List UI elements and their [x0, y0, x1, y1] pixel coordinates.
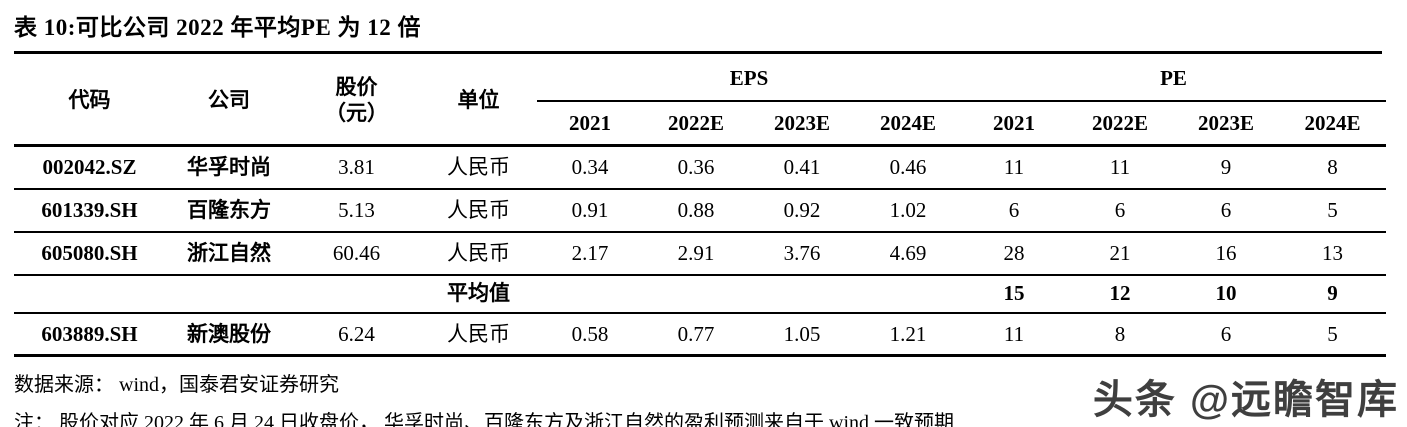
cell-pe: 8	[1114, 321, 1126, 346]
watermark-toutiao-yuanzhan: 头条 @远瞻智库	[1092, 378, 1399, 422]
header-group-row: 代码 公司 股价 （元） 单位 EPS PE	[14, 56, 1387, 147]
table-row: 002042.SZ 华孚时尚 3.81 人民币 0.34 0.36 0.41 0…	[14, 146, 1387, 189]
cell-eps: 1.21	[889, 321, 927, 346]
cell-pe: 12	[1109, 281, 1131, 306]
cell-code: 605080.SH	[41, 240, 138, 265]
cell-pe: 11	[1003, 321, 1025, 346]
cell-pe: 11	[1109, 155, 1131, 180]
cell-price: 60.46	[332, 240, 381, 265]
table-title: 表 10:可比公司 2022 年平均PE 为 12 倍	[14, 6, 1382, 54]
cell-unit: 人民币	[447, 155, 510, 180]
cell-eps	[643, 275, 749, 313]
cell-eps: 2.91	[677, 240, 715, 265]
cell-pe: 8	[1327, 155, 1338, 180]
price-label-line2: （元）	[325, 101, 388, 125]
cell-eps: 0.58	[571, 321, 609, 346]
table-row: 603889.SH 新澳股份 6.24 人民币 0.58 0.77 1.05 1…	[14, 313, 1387, 356]
cell-price	[293, 275, 420, 313]
cell-eps: 0.91	[571, 197, 609, 222]
cell-pe: 6	[1114, 197, 1126, 222]
header-years-row: 2021 2022E 2023E 2024E 2021 2022E 2023E …	[14, 101, 1387, 147]
comparable-companies-table: 代码 公司 股价 （元） 单位 EPS PE 2021 2022E 2023E …	[14, 56, 1387, 357]
cell-eps: 3.76	[783, 240, 821, 265]
cell-company: 新澳股份	[187, 321, 271, 346]
table-row: 605080.SH 浙江自然 60.46 人民币 2.17 2.91 3.76 …	[14, 232, 1387, 275]
cell-eps: 0.77	[677, 321, 715, 346]
cell-eps	[749, 275, 855, 313]
cell-company	[165, 275, 293, 313]
cell-company: 百隆东方	[187, 197, 271, 222]
price-label-line1: 股价	[335, 74, 378, 99]
table-row-average: 平均值 15 12 10 9	[14, 275, 1387, 313]
cell-eps	[855, 275, 961, 313]
eps-year-2023e: 2023E	[749, 101, 855, 147]
pe-year-2023e: 2023E	[1173, 101, 1280, 147]
cell-pe: 9	[1327, 281, 1338, 306]
cell-pe: 11	[1003, 155, 1025, 180]
col-header-unit: 单位	[420, 56, 537, 147]
cell-price: 3.81	[338, 155, 375, 180]
cell-code: 601339.SH	[41, 197, 138, 222]
pe-year-2022e: 2022E	[1067, 101, 1174, 147]
cell-code	[14, 275, 165, 313]
cell-price: 5.13	[338, 197, 375, 222]
eps-year-2022e: 2022E	[643, 101, 749, 147]
cell-eps: 4.69	[889, 240, 927, 265]
cell-company: 浙江自然	[187, 240, 271, 265]
cell-pe: 6	[1220, 197, 1232, 222]
cell-pe: 9	[1220, 155, 1232, 180]
cell-pe: 15	[1003, 281, 1025, 306]
footnote-text: 注： 股价对应 2022 年 6 月 24 日收盘价， 华孚时尚、百隆东方及浙江…	[14, 412, 954, 427]
cell-pe: 6	[1008, 197, 1020, 222]
cell-pe: 5	[1327, 197, 1338, 222]
cell-pe: 6	[1220, 321, 1232, 346]
cell-eps: 1.05	[783, 321, 821, 346]
cell-pe: 28	[1003, 240, 1025, 265]
cell-unit: 人民币	[447, 240, 510, 265]
cell-pe: 5	[1327, 321, 1338, 346]
cell-eps: 2.17	[571, 240, 609, 265]
group-header-pe: PE	[961, 56, 1387, 102]
cell-code: 002042.SZ	[42, 155, 137, 180]
cell-code: 603889.SH	[41, 321, 138, 346]
table-row: 601339.SH 百隆东方 5.13 人民币 0.91 0.88 0.92 1…	[14, 189, 1387, 232]
col-header-code: 代码	[14, 56, 165, 147]
cell-eps: 0.46	[889, 155, 927, 180]
data-source-text: 数据来源： wind，国泰君安证券研究	[14, 374, 339, 396]
cell-unit: 人民币	[447, 197, 510, 222]
pe-year-2021: 2021	[961, 101, 1068, 147]
cell-pe: 16	[1215, 240, 1237, 265]
col-header-price: 股价 （元）	[293, 56, 420, 147]
cell-eps: 0.92	[783, 197, 821, 222]
cell-eps: 0.88	[677, 197, 715, 222]
eps-year-2024e: 2024E	[855, 101, 962, 147]
cell-pe: 21	[1109, 240, 1131, 265]
cell-eps: 0.41	[783, 155, 821, 180]
cell-unit: 人民币	[447, 321, 510, 346]
cell-pe: 13	[1322, 240, 1344, 265]
cell-eps: 0.34	[571, 155, 609, 180]
cell-eps: 1.02	[889, 197, 927, 222]
col-header-company: 公司	[165, 56, 293, 147]
cell-price: 6.24	[338, 321, 375, 346]
average-label: 平均值	[447, 281, 510, 306]
group-header-eps: EPS	[537, 56, 962, 102]
cell-company: 华孚时尚	[187, 155, 271, 180]
cell-eps	[537, 275, 643, 313]
cell-pe: 10	[1215, 281, 1237, 306]
eps-year-2021: 2021	[537, 101, 643, 147]
cell-eps: 0.36	[677, 155, 715, 180]
pe-year-2024e: 2024E	[1279, 101, 1387, 147]
